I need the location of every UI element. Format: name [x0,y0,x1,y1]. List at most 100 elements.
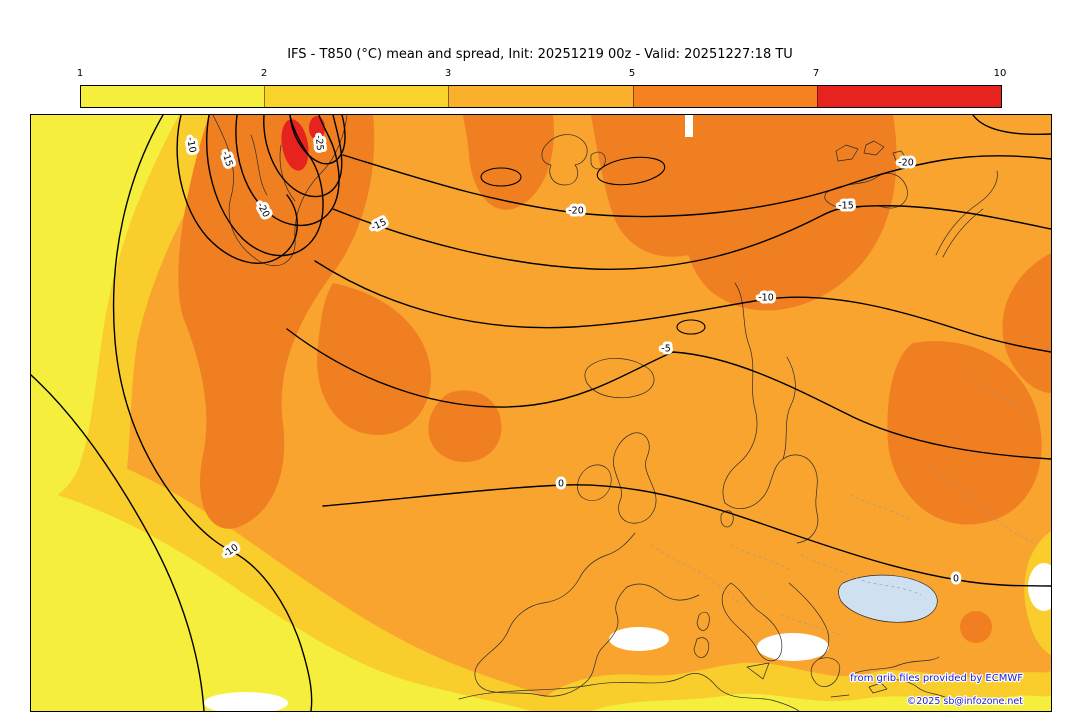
contour-minus5 [286,328,1051,460]
coastlines [212,115,998,711]
arctic-island-c [892,150,908,164]
levant-coastline [880,674,950,700]
contour-ne-corner [972,115,1051,136]
border-line [960,364,1022,411]
contour-label: -10 [758,293,774,304]
contour-label: -25 [313,135,325,151]
bothnia-coastline [782,356,796,460]
border-line [800,554,922,596]
contour-closed-loop-a [596,156,666,186]
spread-red-spot-a [281,119,309,171]
arctic-island-b [863,140,885,156]
colorbar-tick: 5 [628,68,636,79]
ireland-coastline [577,464,612,501]
contour-label: -20 [568,206,584,217]
contour-west-companion [31,374,205,711]
turkey-coastline [850,656,940,676]
spread-white-patch-d [1028,563,1051,611]
sweden-baltic-coastline [724,454,819,544]
spread-red-spot-b [309,116,325,140]
iceland-coastline [584,358,655,398]
contour-label: -15 [838,201,854,212]
iberia-coastline [474,586,628,697]
spread-darkorange-topcenter-a [463,115,554,210]
svalbard-island [590,151,606,170]
colorbar-segment-1-2 [81,86,265,107]
colorbar-tick-labels: 1 2 3 5 7 10 [0,68,1080,81]
greenland-fjord-b [279,144,296,202]
country-borders [650,364,1037,636]
contour-cluster-3 [235,115,340,227]
novaya-zemlya-a [935,170,998,256]
chart-title: IFS - T850 (°C) mean and spread, Init: 2… [287,47,793,62]
contour-cluster-4 [263,115,343,198]
spread-darkorange-topright [679,115,897,311]
temperature-contours [31,115,1051,711]
contour-minus20 [342,154,1051,218]
spread-shading [31,115,1051,711]
denmark-coastline [720,510,734,528]
border-line [780,614,842,636]
contour-label: -5 [661,344,670,355]
spread-darkorange-small-b [960,611,992,643]
contour-label: 0 [558,479,564,490]
adriatic-coastline [788,582,830,660]
greenland-coastline [212,115,348,266]
black-sea [838,574,938,623]
contour-cluster-5 [289,115,346,165]
britain-coastline [613,432,657,524]
contour-cluster-1 [176,115,298,264]
border-line [730,544,792,571]
white-sea-coastline [824,173,908,209]
spread-yellow-bottom [591,693,1051,711]
contour-closed-loop-c [676,319,706,335]
spread-white-patch-a [609,627,669,651]
greece-coastline [810,657,841,687]
contour-label: 0 [953,574,959,585]
colorbar-segment-2-3 [264,86,449,107]
sicily-coastline [746,662,770,680]
spread-white-patch-c [204,692,288,711]
weather-map: -10 -15 -20 -25 -15 -20 -20 -15 -10 -5 0… [30,114,1052,712]
border-line [650,544,742,606]
contour-closed-loop-b [480,167,522,187]
spread-white-notch [685,115,693,137]
italy-coastline [721,582,783,662]
colorbar-tick: 10 [993,68,1007,79]
colorbar-tick: 2 [260,68,268,79]
corsica-coastline [696,611,710,631]
colorbar [80,85,1002,108]
svalbard-coastline [541,134,588,186]
spread-white-patch-b [757,633,829,661]
border-line [930,464,1037,546]
med-france-coastline [626,583,700,601]
contour-minus15 [332,205,1051,270]
contour-zero [322,484,1051,587]
spread-yellow-southwest [31,487,531,711]
colorbar-tick: 3 [444,68,452,79]
colorbar-tick: 1 [76,68,84,79]
contour-label: -20 [898,158,914,169]
arctic-island-a [835,144,859,162]
greenland-fjord-a [250,134,268,196]
attribution: from grib files provided by ECMWF ©2025 … [849,672,1025,708]
contour-minus10 [314,260,1051,353]
contour-cluster-2 [206,115,324,257]
sardinia-coastline [693,637,710,658]
attribution-line-2: ©2025 sb@infozone.net [907,696,1024,707]
weather-map-svg: -10 -15 -20 -25 -15 -20 -20 -15 -10 -5 0… [31,115,1051,711]
novaya-zemlya-b [942,208,984,258]
colorbar-tick: 7 [812,68,820,79]
colorbar-segment-7-10 [816,86,1002,107]
north-africa-coastline [458,673,800,711]
spread-darkorange-nw-blob [317,283,432,435]
attribution-line-1: from grib files provided by ECMWF [850,673,1023,684]
contour-west-minus10 [112,115,313,711]
spread-darkorange-right-edge [1002,253,1051,393]
spread-yellow-topleft [31,115,179,502]
norway-coastline [722,282,758,504]
border-line [850,494,912,521]
colorbar-segment-5-7 [632,86,817,107]
spread-darkorange-right-blob [887,341,1042,525]
